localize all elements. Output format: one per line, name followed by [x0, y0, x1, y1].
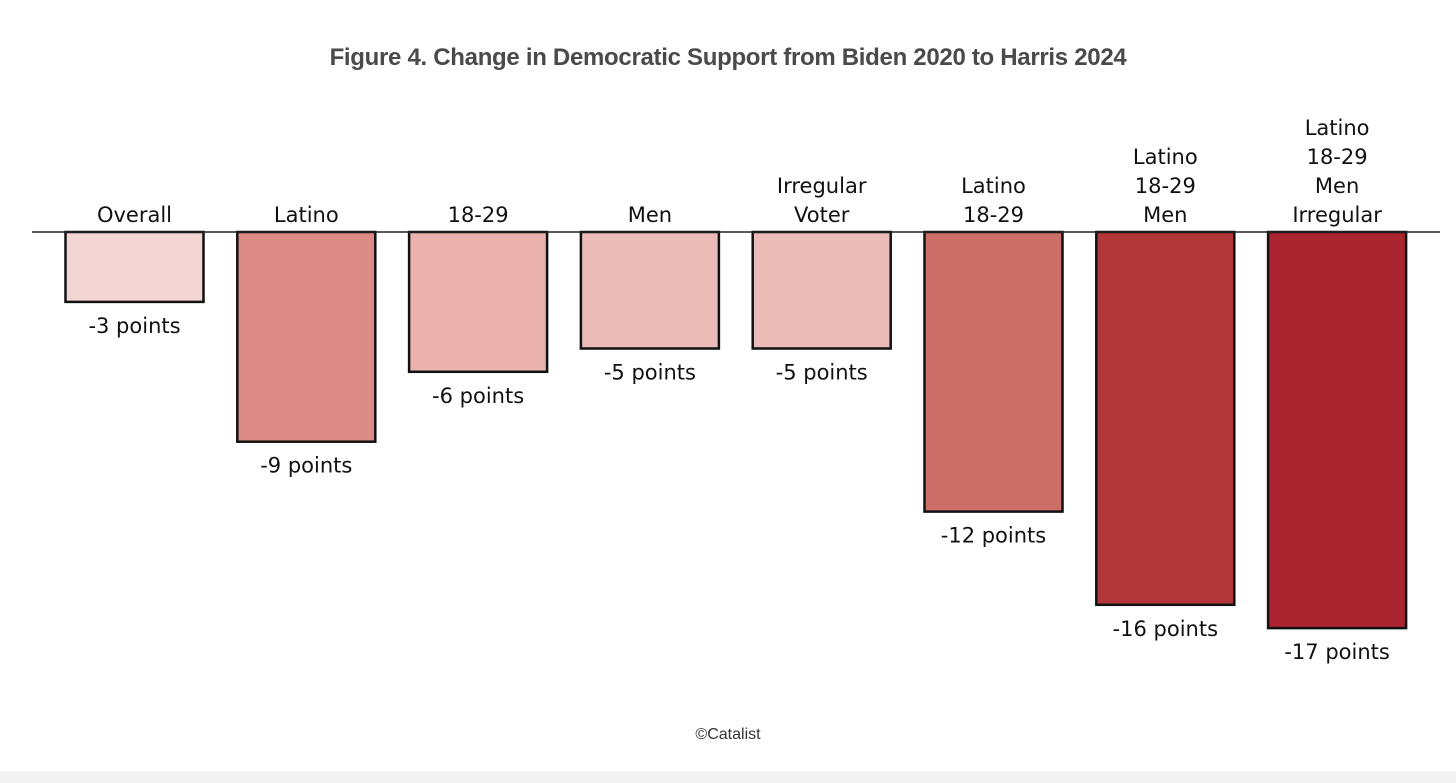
bar-1 — [236, 230, 377, 443]
tick-label-7-3: Irregular — [1292, 203, 1382, 227]
source-credit: ©Catalist — [695, 726, 761, 743]
bar-4 — [751, 230, 892, 350]
bar-7 — [1266, 230, 1408, 630]
bar-2 — [407, 230, 549, 374]
tick-label-3-0: Men — [628, 203, 672, 227]
tick-label-4-1: Voter — [794, 203, 850, 227]
tick-label-1-0: Latino — [274, 203, 339, 227]
bar-0 — [64, 230, 205, 304]
data-label-7: -17 points — [1284, 640, 1389, 664]
bar-3 — [579, 230, 721, 350]
tick-label-5-1: 18-29 — [963, 203, 1024, 227]
tick-label-5-0: Latino — [961, 174, 1026, 198]
data-label-5: -12 points — [941, 524, 1046, 548]
bar-5 — [923, 230, 1064, 513]
data-label-6: -16 points — [1113, 617, 1218, 641]
page-bottom-strip — [0, 771, 1456, 783]
data-label-0: -3 points — [88, 314, 180, 338]
data-label-4: -5 points — [776, 361, 868, 385]
tick-label-4-0: Irregular — [777, 174, 867, 198]
tick-label-7-2: Men — [1315, 174, 1359, 198]
data-label-2: -6 points — [432, 384, 524, 408]
tick-label-6-2: Men — [1143, 203, 1187, 227]
tick-label-0-0: Overall — [97, 203, 172, 227]
tick-label-6-1: 18-29 — [1135, 174, 1196, 198]
bar-6 — [1095, 230, 1236, 607]
tick-label-7-1: 18-29 — [1307, 145, 1368, 169]
data-label-3: -5 points — [604, 361, 696, 385]
tick-label-7-0: Latino — [1305, 116, 1370, 140]
data-label-1: -9 points — [260, 454, 352, 478]
tick-label-2-0: 18-29 — [448, 203, 509, 227]
tick-label-6-0: Latino — [1133, 145, 1198, 169]
chart-title: Figure 4. Change in Democratic Support f… — [329, 44, 1127, 71]
